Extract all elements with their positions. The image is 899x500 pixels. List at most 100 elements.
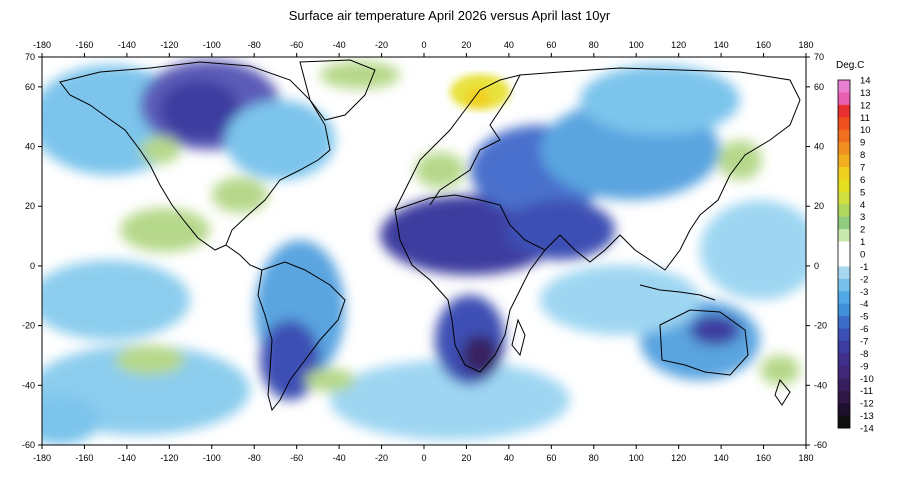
lat-tick-label: 0 [814, 261, 819, 271]
lon-tick-label: -60 [290, 453, 303, 463]
colorbar-swatch [838, 341, 850, 354]
lat-tick-label: -40 [22, 380, 35, 390]
longitude-axis-top: -180 -160 -140 -120 -100 -80 -60 -40 -20 0 20 40 60 8… [33, 40, 814, 57]
colorbar-tick-label: -9 [860, 361, 868, 372]
colorbar-swatch [838, 390, 850, 404]
colorbar-tick-label: 13 [860, 88, 871, 99]
lon-tick-label: 20 [461, 40, 471, 50]
colorbar-swatch [838, 415, 850, 429]
lon-tick-label: -120 [160, 40, 178, 50]
coastlines [59, 59, 801, 412]
colorbar-tick-label: 4 [860, 200, 865, 211]
lon-tick-label: -20 [375, 453, 388, 463]
colorbar-tick-label: -10 [860, 374, 874, 385]
lon-tick-label: -60 [290, 40, 303, 50]
colorbar-tick-label: 6 [860, 175, 865, 186]
lon-tick-label: 120 [671, 40, 686, 50]
colorbar-tick-label: 3 [860, 212, 865, 223]
colorbar-tick-label: 14 [860, 76, 871, 87]
lat-tick-label: 40 [814, 142, 824, 152]
lon-tick-label: -100 [203, 453, 221, 463]
lon-tick-label: -120 [160, 453, 178, 463]
colorbar-tick-label: 12 [860, 100, 871, 111]
longitude-axis-bottom: -180 -160 -140 -120 -100 -80 -60 -40 -20 0 20 40 60 8… [33, 445, 814, 463]
colorbar-swatch [838, 353, 850, 367]
colorbar-tick-label: -8 [860, 349, 868, 360]
map-title: Surface air temperature April 2026 versu… [288, 8, 611, 23]
latitude-axis-right: 70 60 40 20 0 -20 -40 -60 [806, 52, 827, 450]
lon-tick-label: -140 [118, 40, 136, 50]
colorbar-unit-label: Deg.C [836, 60, 865, 71]
lat-tick-label: 0 [30, 261, 35, 271]
colorbar-tick-label: -7 [860, 337, 868, 348]
colorbar-swatch [838, 266, 850, 280]
colorbar-tick-label: -4 [860, 299, 868, 310]
lon-tick-label: 40 [504, 453, 514, 463]
colorbar-swatch [838, 142, 850, 156]
colorbar-tick-label: -6 [860, 324, 868, 335]
colorbar-swatch [838, 204, 850, 218]
lon-tick-label: 0 [421, 453, 426, 463]
colorbar-tick-label: 9 [860, 138, 865, 149]
lat-tick-label: -20 [22, 321, 35, 331]
lon-tick-label: -140 [118, 453, 136, 463]
colorbar-swatch [838, 291, 850, 305]
colorbar-swatch [838, 117, 850, 131]
colorbar-swatch [838, 80, 850, 93]
colorbar-tick-label: 0 [860, 250, 865, 261]
colorbar-swatch [838, 129, 850, 143]
lon-tick-label: 60 [546, 453, 556, 463]
colorbar-tick-label: 7 [860, 163, 865, 174]
lon-tick-label: 20 [461, 453, 471, 463]
lon-tick-label: -180 [33, 40, 51, 50]
lon-tick-label: -160 [75, 40, 93, 50]
lon-tick-label: 80 [589, 40, 599, 50]
colorbar-swatch [838, 92, 850, 106]
colorbar-swatch [838, 191, 850, 205]
colorbar-swatch [838, 378, 850, 392]
colorbar-tick-label: -14 [860, 424, 874, 435]
lat-tick-label: -60 [22, 440, 35, 450]
lat-tick-label: 70 [25, 52, 35, 62]
lon-tick-label: 40 [504, 40, 514, 50]
colorbar-tick-label: -1 [860, 262, 868, 273]
colorbar-tick-label: 8 [860, 150, 865, 161]
lat-tick-label: -20 [814, 321, 827, 331]
lon-tick-label: -80 [248, 40, 261, 50]
colorbar-swatch [838, 278, 850, 292]
colorbar-tick-label: -11 [860, 386, 873, 397]
lon-tick-label: -40 [333, 453, 346, 463]
colorbar-swatch [838, 216, 850, 230]
colorbar-swatch [838, 179, 850, 193]
colorbar-tick-label: -13 [860, 411, 874, 422]
temperature-anomaly-field [42, 57, 806, 445]
lon-tick-label: -40 [333, 40, 346, 50]
colorbar-swatch [838, 167, 850, 180]
colorbar-swatch [838, 254, 850, 267]
lat-tick-label: -40 [814, 380, 827, 390]
lon-tick-label: 160 [756, 453, 771, 463]
colorbar-tick-label: -12 [860, 399, 874, 410]
lon-tick-label: 60 [546, 40, 556, 50]
colorbar-tick-label: -2 [860, 274, 868, 285]
lat-tick-label: 20 [25, 201, 35, 211]
lon-tick-label: 0 [421, 40, 426, 50]
colorbar-tick-label: 1 [860, 237, 865, 248]
lat-tick-label: -60 [814, 440, 827, 450]
colorbar-swatch [838, 241, 850, 255]
latitude-axis-left: 70 60 40 20 0 -20 -40 -60 [22, 52, 42, 450]
colorbar-tick-label: 2 [860, 225, 865, 236]
colorbar-swatch [838, 365, 850, 379]
colorbar-swatch [838, 303, 850, 317]
colorbar-tick-label: -5 [860, 312, 868, 323]
lon-tick-label: 140 [714, 453, 729, 463]
lon-tick-label: -80 [248, 453, 261, 463]
lat-tick-label: 60 [814, 82, 824, 92]
lon-tick-label: -160 [75, 453, 93, 463]
lon-tick-label: 140 [714, 40, 729, 50]
lat-tick-label: 20 [814, 201, 824, 211]
lon-tick-label: -180 [33, 453, 51, 463]
colorbar-swatch [838, 229, 850, 243]
colorbar-tick-label: -3 [860, 287, 868, 298]
